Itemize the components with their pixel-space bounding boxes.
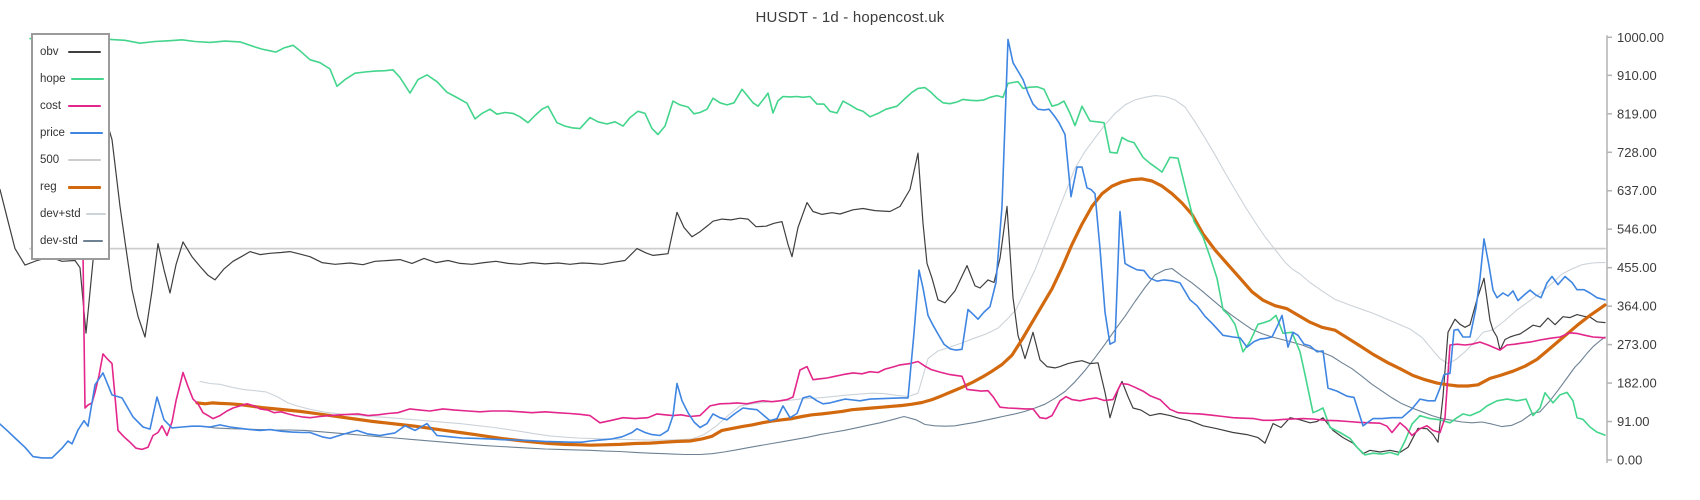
y-axis-tick-label: 364.00	[1617, 299, 1657, 314]
series-price-line	[0, 38, 1606, 459]
legend-swatch-dev+std-line	[85, 213, 106, 216]
y-axis-tick-label: 1000.00	[1617, 30, 1664, 45]
legend-label: hope	[40, 72, 66, 85]
series-dev+std-line	[199, 95, 1606, 441]
legend-item-dev-std[interactable]: dev-std	[40, 235, 103, 248]
legend: obv hope cost price 500 reg dev+std dev-std	[31, 33, 110, 260]
legend-item-obv[interactable]: obv	[40, 46, 101, 58]
legend-item-500[interactable]: 500	[40, 154, 101, 166]
legend-label: reg	[40, 181, 57, 194]
legend-item-reg[interactable]: reg	[40, 181, 101, 193]
legend-item-price[interactable]: price	[40, 126, 103, 139]
y-axis-tick-label: 637.00	[1617, 183, 1657, 198]
series-obv-line	[0, 125, 1606, 455]
series-reg-line	[195, 177, 1607, 447]
y-axis-tick-label: 910.00	[1617, 68, 1657, 83]
legend-swatch-reg-line	[68, 185, 101, 189]
legend-swatch-price-line	[69, 131, 103, 134]
chart-title: HUSDT - 1d - hopencost.uk	[755, 9, 945, 26]
y-axis-tick-label: 0.00	[1617, 453, 1642, 468]
legend-swatch-cost-line	[68, 104, 101, 107]
legend-label: dev+std	[40, 208, 81, 221]
y-axis-tick-label: 455.00	[1617, 260, 1657, 275]
y-axis-tick-label: 728.00	[1617, 145, 1657, 160]
series-cost-line	[82, 252, 1606, 451]
legend-swatch-obv-line	[68, 50, 101, 53]
y-axis-tick-label: 91.00	[1617, 414, 1650, 429]
legend-label: dev-std	[40, 235, 78, 248]
y-axis-tick-label: 273.00	[1617, 337, 1657, 352]
legend-label: cost	[40, 99, 62, 112]
legend-label: obv	[40, 45, 59, 58]
y-axis-tick-label: 546.00	[1617, 222, 1657, 237]
legend-item-dev+std[interactable]: dev+std	[40, 208, 106, 221]
legend-label: 500	[40, 154, 60, 167]
legend-swatch-hope-line	[70, 77, 104, 80]
legend-label: price	[40, 126, 65, 139]
legend-item-hope[interactable]: hope	[40, 72, 104, 85]
series-hope-line	[29, 37, 1606, 456]
series-dev-std-line	[199, 267, 1606, 456]
legend-swatch-dev-std-line	[82, 240, 103, 243]
legend-swatch-500-line	[68, 159, 101, 162]
legend-item-cost[interactable]: cost	[40, 100, 101, 112]
y-axis-tick-label: 182.00	[1617, 376, 1657, 391]
y-axis-tick-label: 819.00	[1617, 106, 1657, 121]
